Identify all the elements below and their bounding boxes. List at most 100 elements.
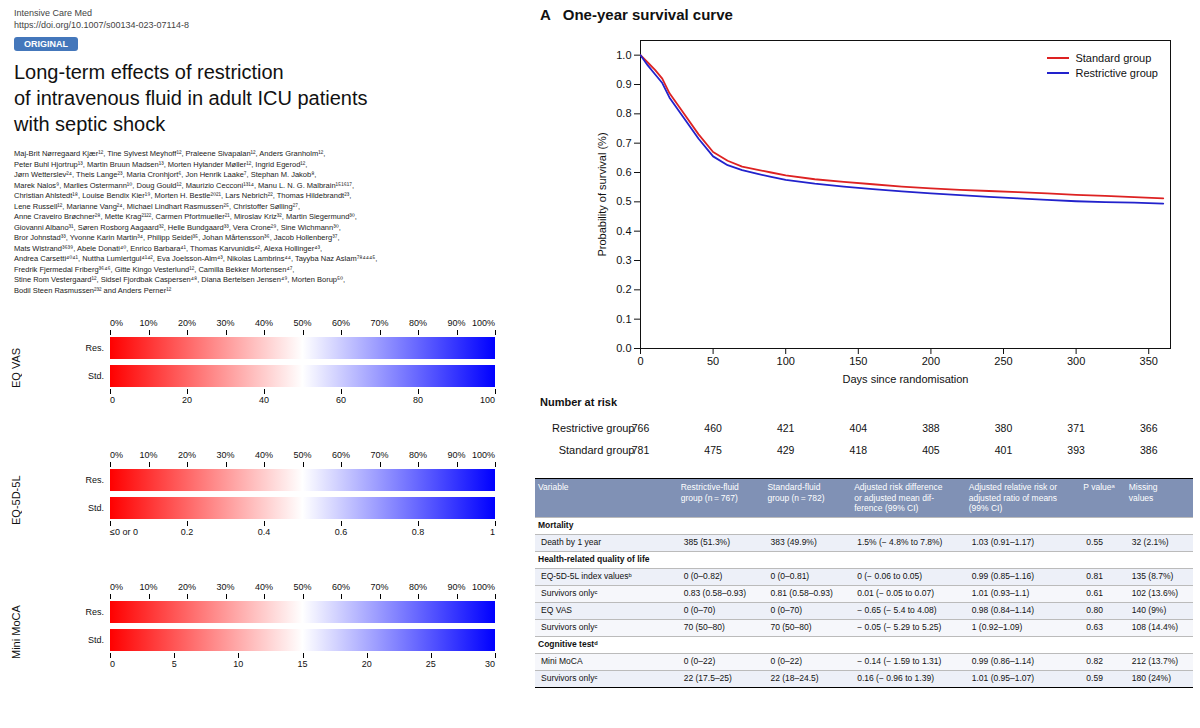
html-text:Number at risk: Number at risk xyxy=(540,396,617,408)
html-text:Mini MoCA: Mini MoCA xyxy=(10,605,22,659)
html-text:0.61: 0.61 xyxy=(1086,588,1103,599)
html-text:Survivors onlyᶜ: Survivors onlyᶜ xyxy=(541,673,598,684)
html-text:102 (13.6%): 102 (13.6%) xyxy=(1131,588,1179,599)
svg-text:404: 404 xyxy=(850,422,868,434)
svg-text:0: 0 xyxy=(637,355,643,367)
html-text:70 (50–80): 70 (50–80) xyxy=(770,622,812,633)
svg-text:Probability of survival (%): Probability of survival (%) xyxy=(596,132,608,256)
html-text:0.83 (0.58–0.93): 0.83 (0.58–0.93) xyxy=(683,588,747,599)
html-text:Cognitive testᵈ: Cognitive testᵈ xyxy=(538,639,598,650)
svg-text:405: 405 xyxy=(922,444,940,456)
svg-text:0.7: 0.7 xyxy=(616,137,631,149)
html-text:22 (17.5–25): 22 (17.5–25) xyxy=(683,673,732,684)
html-text:EQ VAS: EQ VAS xyxy=(10,347,22,389)
html-text:− 0.05 (− 5.29 to 5.25): − 0.05 (− 5.29 to 5.25) xyxy=(857,622,942,633)
html-text:0.80: 0.80 xyxy=(1086,605,1103,616)
svg-text:50: 50 xyxy=(707,355,719,367)
html-text:0.63: 0.63 xyxy=(1086,622,1103,633)
svg-text:0.2: 0.2 xyxy=(616,283,631,295)
html-text:Adjusted risk difference or ad: Adjusted risk difference or adjusted mea… xyxy=(854,482,943,514)
html-text:Missing values: Missing values xyxy=(1128,482,1158,503)
svg-text:0.0: 0.0 xyxy=(616,342,631,354)
html-text:0.16 (− 0.96 to 1.39): 0.16 (− 0.96 to 1.39) xyxy=(857,673,934,684)
svg-text:Days since randomisation: Days since randomisation xyxy=(843,373,969,385)
html-text:EQ VAS: EQ VAS xyxy=(541,605,572,616)
html-text:70 (50–80): 70 (50–80) xyxy=(683,622,725,633)
html-text:Adjusted relative risk or adju: Adjusted relative risk or adjusted ratio… xyxy=(968,482,1058,514)
html-text:− 0.65 (− 5.4 to 4.08): − 0.65 (− 5.4 to 4.08) xyxy=(857,605,937,616)
svg-text:371: 371 xyxy=(1067,422,1085,434)
svg-text:Standard group: Standard group xyxy=(559,444,635,456)
html-text:Death by 1 year: Death by 1 year xyxy=(541,536,601,547)
html-text:1.01 (0.93–1.1): 1.01 (0.93–1.1) xyxy=(971,588,1030,599)
svg-text:0.5: 0.5 xyxy=(616,195,631,207)
svg-text:429: 429 xyxy=(777,444,795,456)
html-text:1.5% (− 4.8% to 7.8%): 1.5% (− 4.8% to 7.8%) xyxy=(857,536,943,547)
html-text:ORIGINAL: ORIGINAL xyxy=(24,39,68,50)
html-text:0.55: 0.55 xyxy=(1086,536,1103,547)
html-text:0 (0–70): 0 (0–70) xyxy=(683,605,716,616)
svg-text:150: 150 xyxy=(849,355,867,367)
svg-text:421: 421 xyxy=(777,422,795,434)
html-text:Mortality: Mortality xyxy=(538,519,574,530)
svg-text:401: 401 xyxy=(995,444,1013,456)
svg-text:350: 350 xyxy=(1140,355,1158,367)
html-text:Intensive Care Med: Intensive Care Med xyxy=(14,8,92,18)
html-text:0.98 (0.84–1.14): 0.98 (0.84–1.14) xyxy=(971,605,1035,616)
html-text:EQ-5D-5L: EQ-5D-5L xyxy=(10,475,22,525)
svg-text:781: 781 xyxy=(632,444,650,456)
html-text:https://doi.org/10.1007/s00134: https://doi.org/10.1007/s00134-023-07114… xyxy=(14,19,189,30)
html-text:0.99 (0.86–1.14): 0.99 (0.86–1.14) xyxy=(971,656,1035,667)
html-text:0 (0–70): 0 (0–70) xyxy=(770,605,803,616)
html-text:Mini MoCA: Mini MoCA xyxy=(541,656,583,667)
html-text:0.59: 0.59 xyxy=(1086,673,1103,684)
svg-text:0.1: 0.1 xyxy=(616,313,631,325)
html-text:Restrictive group: Restrictive group xyxy=(1075,67,1158,79)
svg-text:0.6: 0.6 xyxy=(616,166,631,178)
html-text:0.82: 0.82 xyxy=(1086,656,1103,667)
svg-text:393: 393 xyxy=(1067,444,1085,456)
svg-text:366: 366 xyxy=(1140,422,1158,434)
html-text:140 (9%): 140 (9%) xyxy=(1131,605,1167,616)
html-text:1.03 (0.91–1.17): 1.03 (0.91–1.17) xyxy=(971,536,1035,547)
html-text:Standard group: Standard group xyxy=(1075,52,1152,64)
html-text:Survivors onlyᶜ: Survivors onlyᶜ xyxy=(541,622,598,633)
svg-text:100: 100 xyxy=(777,355,795,367)
svg-text:1.0: 1.0 xyxy=(616,49,631,61)
html-text:Long-term effects of restricti: Long-term effects of restriction of intr… xyxy=(14,61,368,136)
svg-text:766: 766 xyxy=(632,422,650,434)
html-text:0 (0–22): 0 (0–22) xyxy=(770,656,803,667)
html-text:A One-year survival curve: A One-year survival curve xyxy=(540,6,733,23)
html-text:32 (2.1%): 32 (2.1%) xyxy=(1131,536,1169,547)
html-text:0.01 (− 0.05 to 0.07): 0.01 (− 0.05 to 0.07) xyxy=(857,588,934,599)
html-text:0 (0–22): 0 (0–22) xyxy=(683,656,716,667)
html-text:22 (18–24.5): 22 (18–24.5) xyxy=(770,673,819,684)
svg-text:418: 418 xyxy=(850,444,868,456)
svg-text:0.8: 0.8 xyxy=(616,107,631,119)
html-text:1.01 (0.95–1.07): 1.01 (0.95–1.07) xyxy=(971,673,1035,684)
html-text:Restrictive-fluid group (n = 7: Restrictive-fluid group (n = 767) xyxy=(680,482,739,503)
html-text:385 (51.3%): 385 (51.3%) xyxy=(683,536,730,547)
svg-text:0.9: 0.9 xyxy=(616,78,631,90)
svg-text:Restrictive group: Restrictive group xyxy=(552,422,635,434)
html-text:− 0.14 (− 1.59 to 1.31): − 0.14 (− 1.59 to 1.31) xyxy=(857,656,942,667)
svg-text:386: 386 xyxy=(1140,444,1158,456)
html-text:Maj-Brit Nørregaard Kjær¹², Ti: Maj-Brit Nørregaard Kjær¹², Tine Sylvest… xyxy=(14,149,378,295)
html-text:108 (14.4%): 108 (14.4%) xyxy=(1131,622,1179,633)
svg-text:460: 460 xyxy=(704,422,722,434)
svg-text:380: 380 xyxy=(995,422,1013,434)
html-text:383 (49.9%): 383 (49.9%) xyxy=(770,536,817,547)
svg-text:475: 475 xyxy=(704,444,722,456)
svg-text:250: 250 xyxy=(994,355,1012,367)
html-text:Standard-fluid group (n = 782): Standard-fluid group (n = 782) xyxy=(767,482,825,503)
html-text:212 (13.7%): 212 (13.7%) xyxy=(1131,656,1179,667)
svg-text:200: 200 xyxy=(922,355,940,367)
html-text:0.81 (0.58–0.93): 0.81 (0.58–0.93) xyxy=(770,588,833,599)
html-text:Survivors onlyᶜ: Survivors onlyᶜ xyxy=(541,588,598,599)
svg-text:388: 388 xyxy=(922,422,940,434)
html-text:180 (24%): 180 (24%) xyxy=(1131,673,1171,684)
svg-text:300: 300 xyxy=(1067,355,1085,367)
svg-text:0.3: 0.3 xyxy=(616,254,631,266)
svg-text:0.4: 0.4 xyxy=(616,225,631,237)
html-text:1 (0.92–1.09): 1 (0.92–1.09) xyxy=(971,622,1023,633)
